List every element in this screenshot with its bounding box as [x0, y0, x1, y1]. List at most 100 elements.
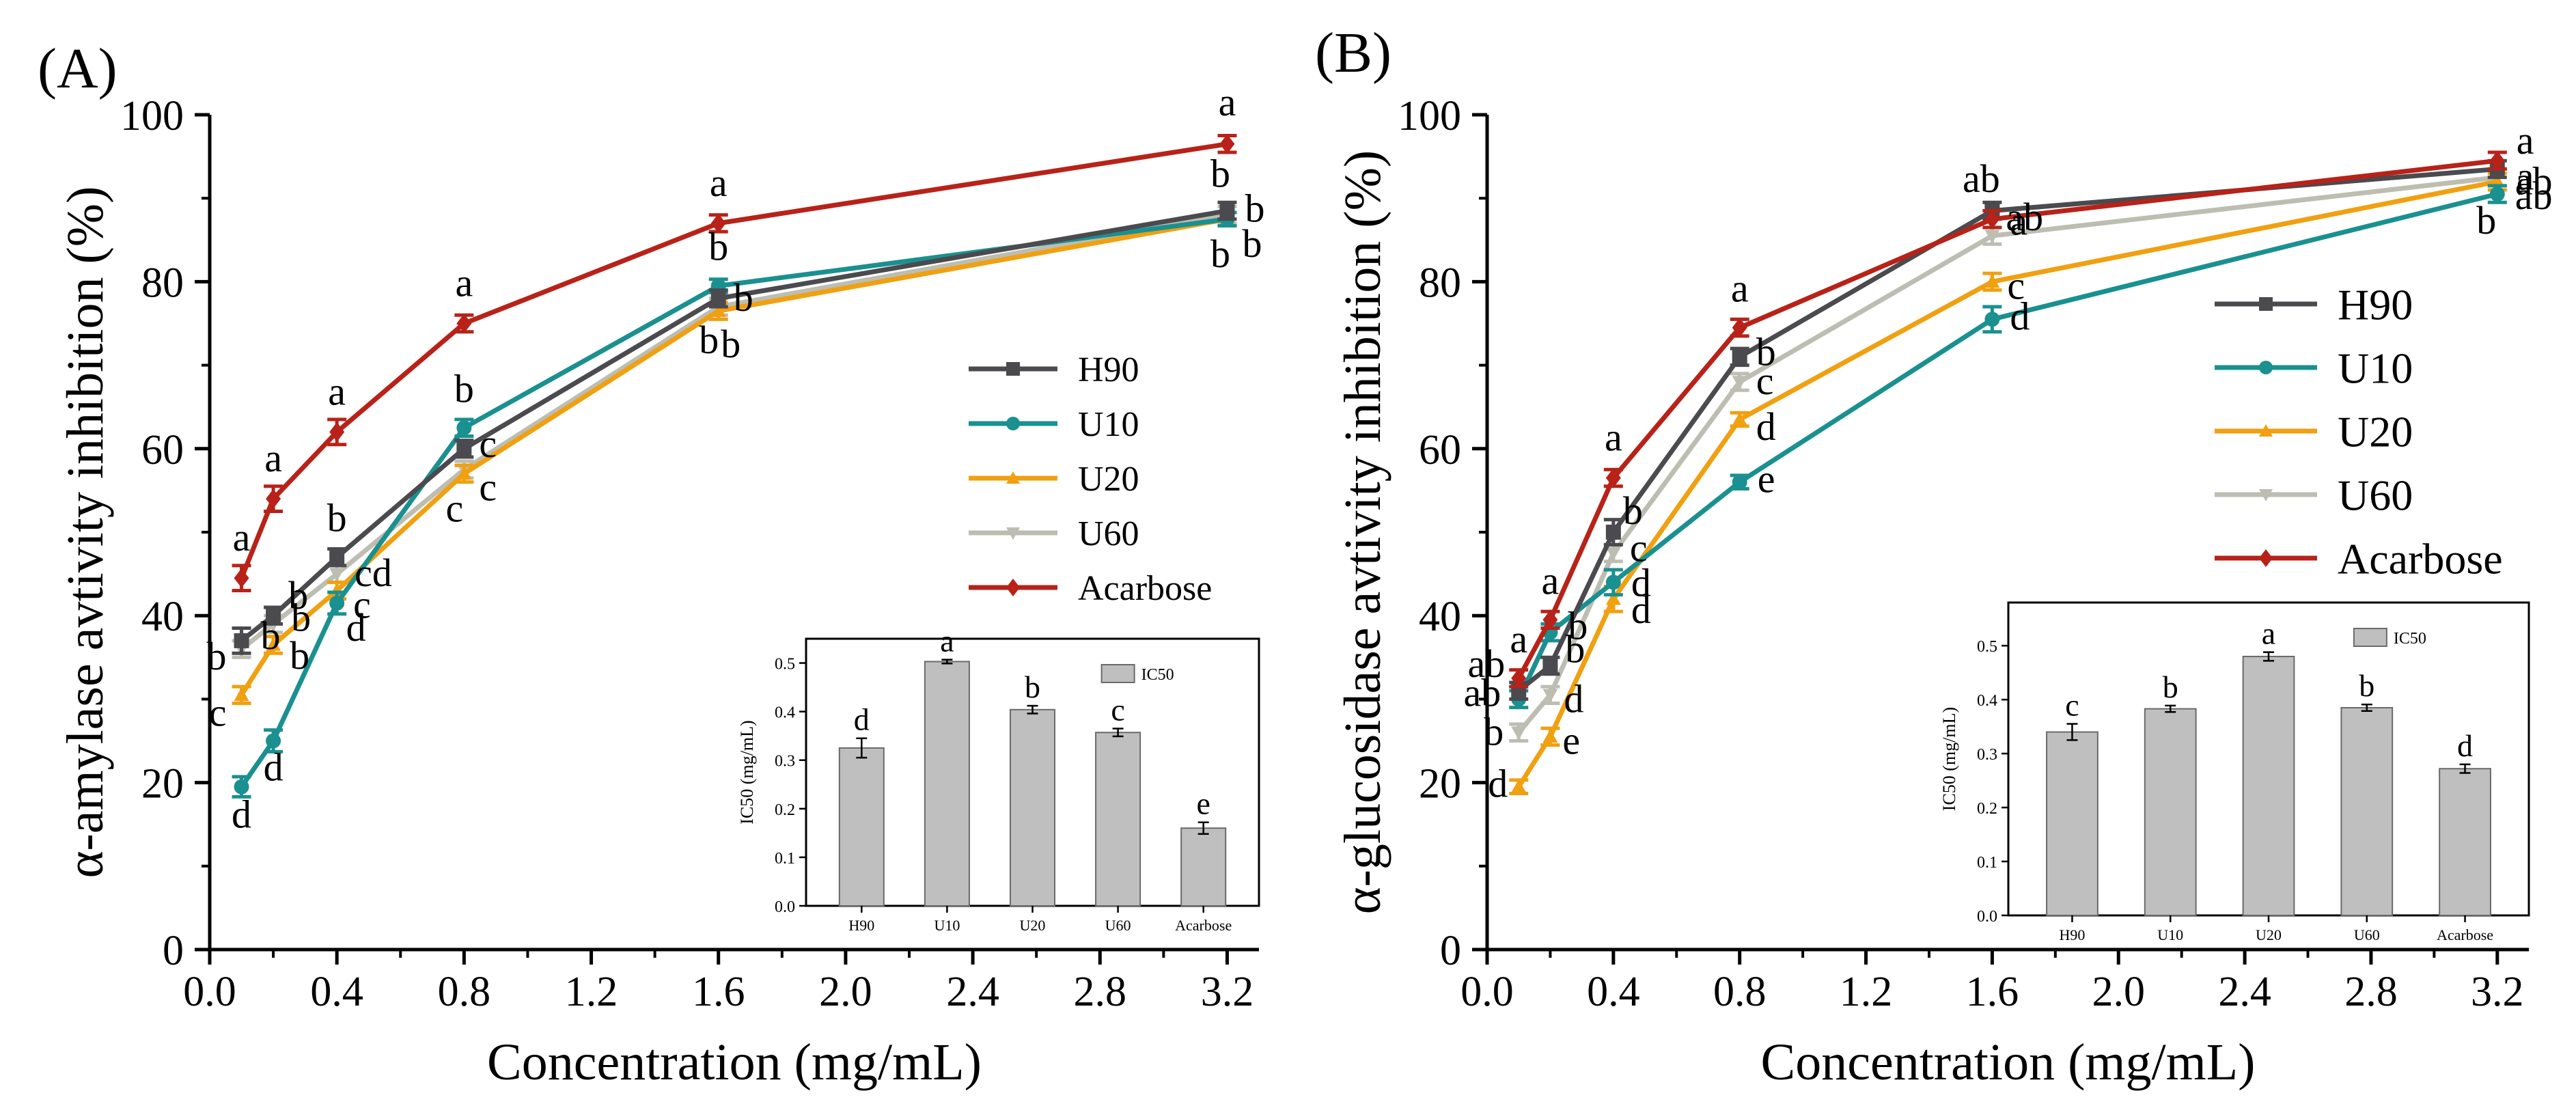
- data-point-u60: [1732, 376, 1747, 390]
- legend-marker-u10: [2259, 361, 2273, 374]
- data-point-u10: [234, 779, 249, 794]
- data-point-u10: [1732, 474, 1747, 490]
- significance-letter: e: [1758, 457, 1775, 501]
- data-point-u60: [1605, 547, 1621, 561]
- inset-ic50-chart: 0.0 0.1 0.2 0.3 0.4 0.5 IC50 (mg/mL) H90 c U10 b U2…: [1939, 601, 2530, 943]
- inset-bar-h90: [838, 747, 885, 907]
- data-point-u10: [1984, 312, 2000, 327]
- significance-letter: c: [209, 690, 227, 734]
- panel-a: (A) 0 20 40 60 80 100 0.0 0.4 0.8 1.2 1.6 2.0 2.4 2.8 3…: [38, 37, 1264, 1091]
- legend-label: H90: [2338, 280, 2413, 329]
- legend-marker-acarbose: [2259, 549, 2273, 567]
- inset-y-tick-label: 0.1: [775, 850, 795, 868]
- legend-label: U20: [2338, 407, 2413, 456]
- inset-bar-u20: [2242, 655, 2295, 916]
- data-point-u20: [1732, 412, 1747, 426]
- legend-label: U60: [1078, 514, 1139, 553]
- significance-letter: b: [207, 634, 227, 678]
- data-point-u10: [1605, 575, 1621, 590]
- inset-significance-letter: c: [2065, 688, 2079, 723]
- data-point-h90: [1542, 658, 1558, 674]
- data-point-u20: [234, 687, 249, 702]
- inset-x-tick-label: U20: [2256, 926, 2282, 943]
- data-point-acarbose: [710, 213, 726, 234]
- significance-letter: e: [1562, 718, 1580, 762]
- significance-letter: ab: [2515, 174, 2553, 218]
- x-tick-label: 0.0: [1460, 969, 1514, 1015]
- significance-letter: c: [353, 583, 371, 627]
- data-point-acarbose: [1511, 668, 1527, 689]
- inset-y-tick-label: 0.0: [775, 898, 795, 916]
- inset-legend-label: IC50: [2394, 630, 2426, 648]
- legend-label: Acarbose: [2338, 534, 2503, 583]
- significance-letter: d: [264, 745, 283, 790]
- inset-bar-u10: [924, 661, 970, 907]
- significance-letter: b: [1756, 329, 1776, 374]
- data-point-acarbose: [234, 568, 249, 588]
- legend: H90 U10 U20 U60 Acarbose: [969, 350, 1212, 608]
- significance-letter: ab: [1467, 641, 1505, 686]
- significance-letter: d: [232, 792, 251, 837]
- series-line-u10: [1516, 191, 2498, 700]
- significance-letter: a: [1605, 415, 1622, 460]
- inset-bar-u20: [1009, 708, 1056, 907]
- legend-marker-u60: [1006, 527, 1020, 540]
- legend-label: U60: [2338, 471, 2413, 519]
- significance-letter: a: [2517, 154, 2534, 198]
- data-point-acarbose: [456, 314, 472, 333]
- data-point-h90: [1219, 203, 1235, 219]
- legend-label: U20: [1078, 460, 1139, 499]
- x-axis-label: Concentration (mg/mL): [487, 1034, 982, 1091]
- inset-y-tick-label: 0.3: [775, 753, 795, 771]
- y-tick-label: 40: [1419, 594, 1461, 640]
- inset-ic50-chart: 0.0 0.1 0.2 0.3 0.4 0.5 IC50 (mg/mL) H90 d U10 a U2…: [737, 624, 1260, 934]
- y-tick-label: 60: [141, 427, 184, 473]
- significance-letter: b: [1210, 232, 1230, 276]
- inset-y-tick-label: 0.5: [775, 656, 795, 674]
- y-tick-label: 100: [120, 93, 184, 139]
- significance-letter: d: [1564, 676, 1583, 721]
- legend-marker-h90: [1006, 362, 1020, 376]
- inset-y-tick-label: 0.4: [1977, 692, 1997, 710]
- inset-y-tick-label: 0.3: [1977, 746, 1997, 764]
- inset-legend-swatch: [2353, 628, 2387, 647]
- legend-label: U10: [1078, 405, 1139, 444]
- x-tick-label: 0.8: [1713, 969, 1767, 1015]
- inset-bar-acarbose: [2439, 768, 2491, 916]
- inset-x-tick-label: H90: [2060, 926, 2086, 943]
- significance-letter: ab: [2515, 159, 2553, 204]
- data-point-u20: [1542, 729, 1558, 743]
- inset-y-tick-label: 0.2: [1977, 800, 1997, 818]
- data-point-acarbose: [1984, 209, 2000, 230]
- y-axis-label: α-amylase avtivity inhibition (%): [57, 186, 114, 879]
- inset-x-tick-label: U20: [1020, 917, 1046, 934]
- series-line-u10: [239, 217, 1228, 788]
- significance-letter: c: [445, 486, 463, 530]
- significance-letter: b: [1245, 186, 1264, 231]
- inset-legend-swatch: [1100, 664, 1135, 683]
- legend: H90 U10 U20 U60 Acarbose: [2215, 280, 2503, 583]
- y-tick-label: 0: [163, 928, 184, 974]
- data-point-h90: [234, 633, 249, 648]
- inset-x-tick-label: U60: [1105, 917, 1131, 934]
- data-point-u20: [710, 303, 726, 317]
- legend-marker-u20: [1006, 471, 1020, 484]
- series-h90: [1509, 158, 2507, 701]
- data-point-h90: [266, 608, 281, 624]
- significance-letter: a: [2517, 118, 2534, 163]
- data-point-acarbose: [1605, 468, 1621, 488]
- inset-significance-letter: b: [1025, 669, 1040, 704]
- significance-letter: b: [1242, 221, 1262, 266]
- inset-bar-u60: [1095, 732, 1141, 907]
- significance-letter: b: [1210, 152, 1230, 196]
- y-tick-label: 60: [1419, 427, 1461, 473]
- data-point-acarbose: [2489, 150, 2505, 171]
- y-tick-label: 0: [1440, 928, 1461, 974]
- significance-letter: a: [1510, 617, 1527, 661]
- significance-letter: b: [454, 366, 474, 411]
- legend-label: Acarbose: [1078, 569, 1212, 608]
- inset-y-tick-label: 0.4: [775, 704, 795, 722]
- inset-legend-label: IC50: [1141, 666, 1174, 684]
- panel-label: (A): [38, 37, 117, 100]
